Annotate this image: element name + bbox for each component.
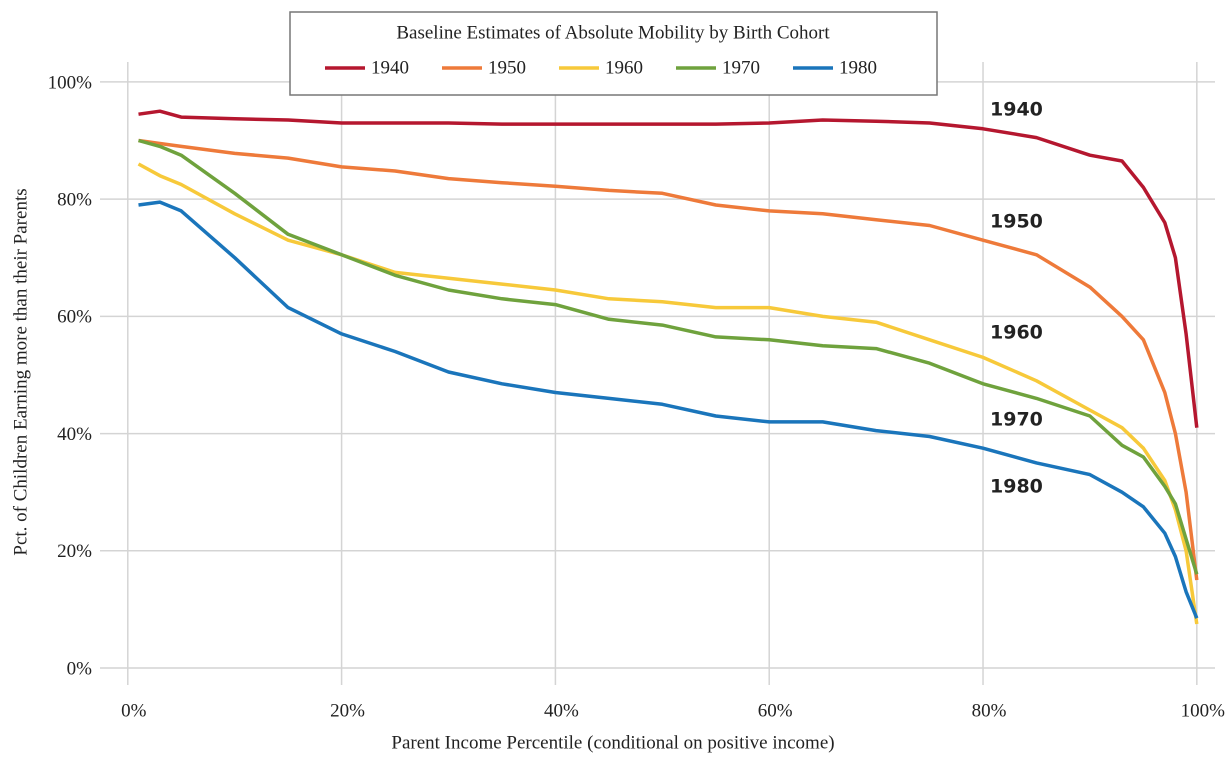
y-tick-label: 100%: [48, 72, 93, 93]
series-annotation: 1980: [990, 476, 1043, 498]
series-line: [138, 138, 1199, 581]
series-annotation: 1950: [990, 211, 1043, 233]
legend-box: [289, 11, 938, 96]
series-line: [137, 162, 1199, 625]
legend-label: 1970: [722, 57, 760, 78]
legend-label: 1940: [371, 57, 409, 78]
series-line: [138, 109, 1199, 428]
x-tick-label: 40%: [544, 700, 579, 721]
y-tick-label: 0%: [67, 658, 93, 679]
y-tick-label: 80%: [57, 190, 92, 211]
legend-label: 1980: [839, 57, 877, 78]
legend-label: 1950: [488, 57, 526, 78]
y-axis-label: Pct. of Children Earning more than their…: [10, 188, 31, 555]
y-tick-label: 20%: [57, 541, 92, 562]
series-line: [138, 138, 1199, 575]
x-tick-label: 60%: [758, 700, 793, 721]
y-tick-label: 60%: [57, 307, 92, 328]
x-axis-label: Parent Income Percentile (conditional on…: [391, 732, 834, 753]
x-tick-label: 0%: [121, 700, 147, 721]
legend-title: Baseline Estimates of Absolute Mobility …: [396, 22, 830, 43]
x-tick-label: 20%: [330, 700, 365, 721]
series-annotation: 1940: [990, 99, 1043, 121]
legend-label: 1960: [605, 57, 643, 78]
legend: Baseline Estimates of Absolute Mobility …: [289, 11, 938, 96]
series-annotation: 1970: [990, 409, 1043, 431]
series-annotation: 1960: [990, 322, 1043, 344]
x-tick-label: 100%: [1181, 700, 1226, 721]
x-tick-label: 80%: [972, 700, 1007, 721]
y-tick-label: 40%: [57, 424, 92, 445]
series-line: [138, 200, 1199, 619]
